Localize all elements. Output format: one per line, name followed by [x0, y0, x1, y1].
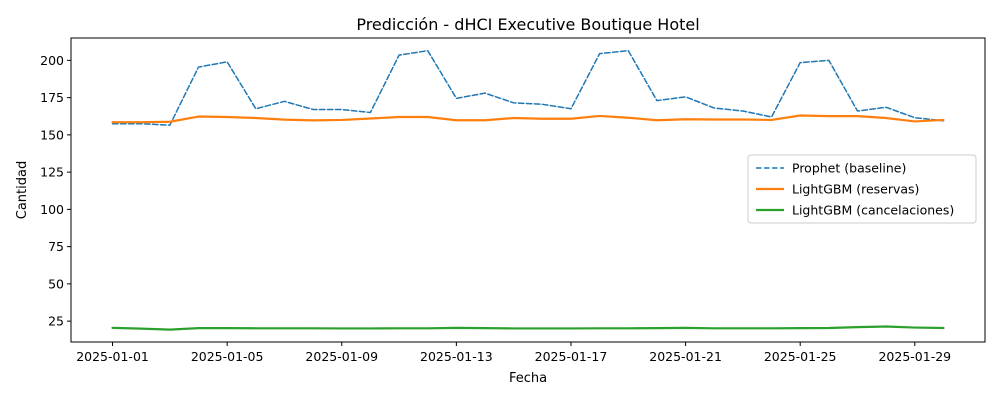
series-line-3	[111, 325, 945, 331]
legend-box	[747, 154, 977, 224]
x-tick-label: 2025-01-17	[535, 349, 608, 364]
y-tick-label: 75	[48, 239, 64, 254]
series-line-1	[111, 49, 945, 126]
y-tick-label: 125	[40, 165, 64, 180]
y-tick-label: 150	[40, 127, 64, 142]
plot-area: 2025-01-01 2025-01-05 2025-01-09 2025-01-13…	[40, 37, 986, 364]
legend: Prophet (baseline) LightGBM (reservas) Lig…	[747, 154, 977, 224]
series-layer	[111, 49, 945, 331]
y-tick-label: 25	[48, 314, 64, 329]
x-axis-label: Fecha	[509, 371, 547, 386]
chart-title: Predicción - dHCI Executive Boutique Hot…	[356, 15, 699, 34]
x-tick-label: 2025-01-25	[764, 349, 837, 364]
y-tick-label: 200	[40, 53, 64, 68]
x-tick-label: 2025-01-09	[305, 349, 378, 364]
legend-label-1: Prophet (baseline)	[792, 161, 906, 176]
y-tick-label: 50	[48, 276, 64, 291]
plot-frame	[70, 37, 986, 343]
y-axis-ticks: 25 50 75 100 125 150 175 200	[40, 53, 71, 329]
y-tick-label: 100	[40, 202, 64, 217]
y-axis-label: Cantidad	[15, 161, 30, 219]
series-line-2	[111, 114, 945, 124]
x-axis-ticks: 2025-01-01 2025-01-05 2025-01-09 2025-01-13…	[76, 342, 951, 364]
x-tick-label: 2025-01-13	[420, 349, 493, 364]
x-tick-label: 2025-01-21	[649, 349, 722, 364]
legend-label-3: LightGBM (cancelaciones)	[792, 203, 954, 218]
x-tick-label: 2025-01-05	[191, 349, 264, 364]
y-tick-label: 175	[40, 90, 64, 105]
legend-label-2: LightGBM (reservas)	[792, 182, 919, 197]
x-tick-label: 2025-01-01	[76, 349, 149, 364]
x-tick-label: 2025-01-29	[878, 349, 951, 364]
